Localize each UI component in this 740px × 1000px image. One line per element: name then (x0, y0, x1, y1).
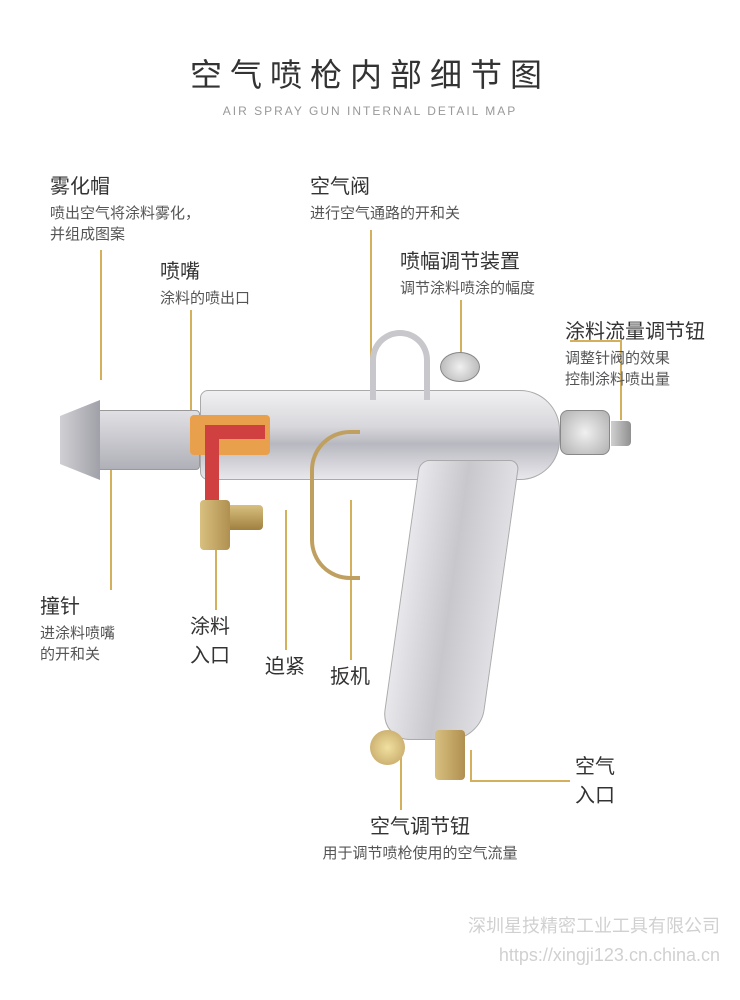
gun-handle (380, 460, 519, 740)
label-title: 迫紧 (265, 650, 325, 679)
label-title: 空气 入口 (575, 750, 635, 808)
gun-cap (60, 400, 100, 480)
label-paint-inlet: 涂料 入口 (190, 610, 250, 668)
watermark-company: 深圳星技精密工业工具有限公司 (468, 912, 720, 941)
inlet-fitting (200, 500, 230, 550)
label-title: 涂料 入口 (190, 610, 250, 668)
air-inlet-part (435, 730, 465, 780)
header: 空气喷枪内部细节图 AIR SPRAY GUN INTERNAL DETAIL … (0, 0, 740, 118)
watermark-url: https://xingji123.cn.china.cn (468, 941, 720, 970)
diagram-area: 雾化帽 喷出空气将涂料雾化， 并组成图案 喷嘴 涂料的喷出口 空气阀 进行空气通… (0, 170, 740, 910)
label-title: 雾化帽 (50, 170, 220, 199)
title-english: AIR SPRAY GUN INTERNAL DETAIL MAP (0, 104, 740, 118)
hook-part (370, 330, 430, 400)
label-desc: 用于调节喷枪使用的空气流量 (280, 843, 560, 864)
fluid-knob (560, 410, 610, 455)
label-trigger: 扳机 (330, 660, 390, 689)
watermark: 深圳星技精密工业工具有限公司 https://xingji123.cn.chin… (468, 912, 720, 970)
title-chinese: 空气喷枪内部细节图 (0, 50, 740, 96)
label-title: 空气调节钮 (280, 810, 560, 839)
label-atomizing-cap: 雾化帽 喷出空气将涂料雾化， 并组成图案 (50, 170, 220, 245)
label-needle: 撞针 进涂料喷嘴 的开和关 (40, 590, 170, 665)
label-desc: 喷出空气将涂料雾化， 并组成图案 (50, 203, 220, 245)
label-air-adjust: 空气调节钮 用于调节喷枪使用的空气流量 (280, 810, 560, 864)
pattern-knob (440, 352, 480, 382)
label-pattern-adjust: 喷幅调节装置 调节涂料喷涂的幅度 (400, 245, 600, 299)
label-air-valve: 空气阀 进行空气通路的开和关 (310, 170, 510, 224)
paint-channel (205, 425, 265, 439)
label-title: 涂料流量调节钮 (565, 315, 740, 344)
label-nozzle: 喷嘴 涂料的喷出口 (160, 255, 300, 309)
spray-gun-illustration (60, 360, 660, 810)
label-desc: 调节涂料喷涂的幅度 (400, 278, 600, 299)
label-title: 扳机 (330, 660, 390, 689)
label-title: 空气阀 (310, 170, 510, 199)
label-air-inlet: 空气 入口 (575, 750, 635, 808)
label-title: 喷幅调节装置 (400, 245, 600, 274)
label-desc: 进涂料喷嘴 的开和关 (40, 623, 170, 665)
label-title: 喷嘴 (160, 255, 300, 284)
label-desc: 调整针阀的效果 控制涂料喷出量 (565, 348, 740, 390)
label-desc: 涂料的喷出口 (160, 288, 300, 309)
label-packing: 迫紧 (265, 650, 325, 679)
label-title: 撞针 (40, 590, 170, 619)
label-desc: 进行空气通路的开和关 (310, 203, 510, 224)
trigger-part (310, 430, 360, 580)
label-fluid-adjust: 涂料流量调节钮 调整针阀的效果 控制涂料喷出量 (565, 315, 740, 390)
